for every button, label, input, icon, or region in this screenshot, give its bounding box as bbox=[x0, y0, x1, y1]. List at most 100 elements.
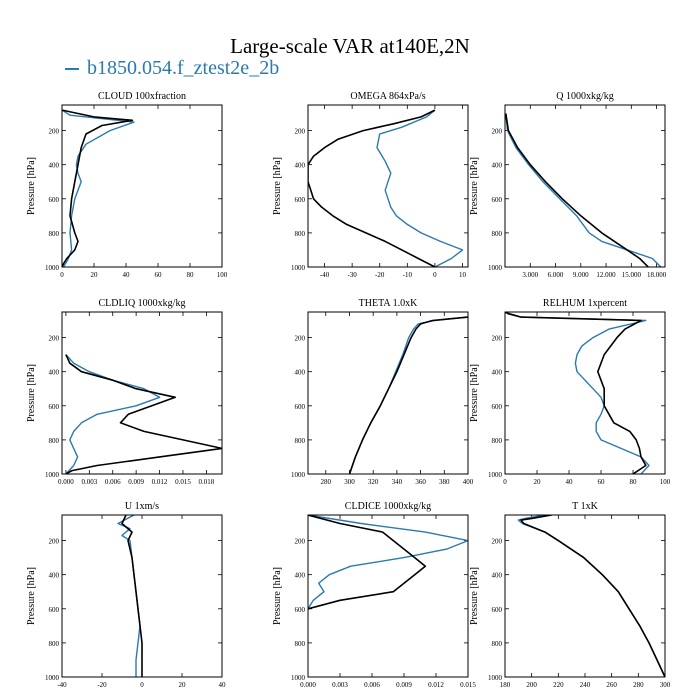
y-tick-label: 200 bbox=[295, 128, 306, 136]
x-tick-label: 0.009 bbox=[128, 478, 144, 486]
y-axis-label: Pressure [hPa] bbox=[469, 157, 480, 215]
y-tick-label: 400 bbox=[492, 572, 503, 580]
y-tick-label: 200 bbox=[49, 335, 60, 343]
panel-2: OMEGA 864xPa/s Pressure [hPa] -40 -30 -20 -10… bbox=[272, 91, 469, 279]
y-tick-label: 400 bbox=[492, 162, 503, 170]
x-tick-label: 260 bbox=[606, 681, 617, 689]
series-line-reference bbox=[520, 515, 665, 677]
panel-title: CLDLIQ 1000xkg/kg bbox=[99, 298, 186, 309]
x-tick-label: 380 bbox=[439, 478, 450, 486]
x-tick-label: 320 bbox=[368, 478, 379, 486]
series-line-reference bbox=[308, 109, 436, 267]
x-tick-label: 180 bbox=[500, 681, 511, 689]
legend-label: b1850.054.f_ztest2e_2b bbox=[87, 57, 280, 79]
x-tick-label: 40 bbox=[123, 271, 131, 279]
series-line-reference bbox=[505, 113, 649, 267]
y-tick-label: 800 bbox=[492, 437, 503, 445]
y-tick-label: 600 bbox=[49, 606, 60, 614]
y-tick-label: 1000 bbox=[45, 674, 60, 682]
x-tick-label: 340 bbox=[392, 478, 403, 486]
y-tick-label: 600 bbox=[295, 606, 306, 614]
y-tick-label: 400 bbox=[49, 162, 60, 170]
y-tick-label: 400 bbox=[49, 369, 60, 377]
panel-title: U 1xm/s bbox=[125, 501, 159, 512]
x-tick-label: 0.015 bbox=[175, 478, 191, 486]
panel-9: T 1xK Pressure [hPa] 180 200 220 240 260 280 300… bbox=[469, 501, 671, 689]
y-axis-label: Pressure [hPa] bbox=[272, 157, 283, 215]
y-tick-label: 1000 bbox=[291, 264, 306, 272]
x-tick-label: 20 bbox=[534, 478, 542, 486]
panel-title: Q 1000xkg/kg bbox=[556, 91, 614, 102]
y-tick-label: 600 bbox=[295, 196, 306, 204]
legend: b1850.054.f_ztest2e_2b bbox=[65, 57, 279, 80]
x-tick-label: 9.000 bbox=[573, 271, 589, 279]
x-tick-label: 6.000 bbox=[548, 271, 564, 279]
plot-frame bbox=[61, 311, 223, 475]
x-tick-label: 0 bbox=[433, 271, 437, 279]
x-tick-label: 20 bbox=[91, 271, 99, 279]
series-line-model bbox=[308, 515, 468, 610]
x-tick-label: 60 bbox=[155, 271, 163, 279]
y-tick-label: 1000 bbox=[488, 471, 503, 479]
x-tick-label: 280 bbox=[633, 681, 644, 689]
y-axis-label: Pressure [hPa] bbox=[26, 567, 37, 625]
x-tick-label: 0.006 bbox=[105, 478, 121, 486]
y-tick-label: 200 bbox=[492, 128, 503, 136]
plot-frame bbox=[61, 104, 223, 268]
panel-4: CLDLIQ 1000xkg/kg Pressure [hPa] 0.000 0.00… bbox=[26, 298, 223, 486]
x-tick-label: 80 bbox=[630, 478, 638, 486]
x-tick-label: 0.006 bbox=[364, 681, 380, 689]
x-tick-label: -10 bbox=[403, 271, 413, 279]
x-tick-label: 0.003 bbox=[81, 478, 97, 486]
y-tick-label: 1000 bbox=[291, 674, 306, 682]
x-tick-label: 0.018 bbox=[199, 478, 215, 486]
y-tick-label: 400 bbox=[295, 369, 306, 377]
x-tick-label: 40 bbox=[219, 681, 227, 689]
series-line-model bbox=[505, 312, 650, 474]
x-tick-label: 0 bbox=[60, 271, 64, 279]
panel-title: CLDICE 1000xkg/kg bbox=[345, 501, 431, 512]
y-tick-label: 200 bbox=[295, 538, 306, 546]
plot-frame bbox=[61, 514, 223, 678]
series-line-reference bbox=[348, 316, 468, 474]
series-line-reference bbox=[505, 312, 647, 474]
y-tick-label: 800 bbox=[295, 230, 306, 238]
y-tick-label: 400 bbox=[49, 572, 60, 580]
legend-line-swatch bbox=[65, 68, 79, 71]
x-tick-label: 220 bbox=[553, 681, 564, 689]
x-tick-label: 18.000 bbox=[647, 271, 667, 279]
y-tick-label: 600 bbox=[492, 606, 503, 614]
y-tick-label: 600 bbox=[492, 196, 503, 204]
y-tick-label: 600 bbox=[295, 403, 306, 411]
panel-3: Q 1000xkg/kg Pressure [hPa] 3.000 6.000 9.00… bbox=[469, 91, 667, 279]
x-tick-label: 80 bbox=[187, 271, 195, 279]
y-tick-label: 400 bbox=[492, 369, 503, 377]
panel-title: T 1xK bbox=[572, 501, 598, 512]
panel-title: OMEGA 864xPa/s bbox=[350, 91, 425, 102]
x-tick-label: -20 bbox=[97, 681, 107, 689]
panel-8: CLDICE 1000xkg/kg Pressure [hPa] 0.000 0.00… bbox=[272, 501, 476, 689]
x-tick-label: 360 bbox=[415, 478, 426, 486]
panel-6: RELHUM 1xpercent Pressure [hPa] 0 20 40 60 80 1… bbox=[469, 298, 671, 486]
x-tick-label: 3.000 bbox=[522, 271, 538, 279]
x-tick-label: 40 bbox=[566, 478, 574, 486]
x-tick-label: -40 bbox=[57, 681, 67, 689]
plot-frame bbox=[504, 514, 666, 678]
series-line-model bbox=[62, 109, 135, 267]
x-tick-label: 100 bbox=[217, 271, 228, 279]
y-tick-label: 200 bbox=[49, 538, 60, 546]
x-tick-label: 10 bbox=[459, 271, 467, 279]
series-line-reference bbox=[62, 109, 134, 267]
x-tick-label: 15.000 bbox=[622, 271, 642, 279]
y-tick-label: 200 bbox=[492, 335, 503, 343]
x-tick-label: -40 bbox=[320, 271, 330, 279]
series-line-model bbox=[65, 354, 161, 474]
y-axis-label: Pressure [hPa] bbox=[26, 157, 37, 215]
x-tick-label: 0 bbox=[503, 478, 507, 486]
plot-frame bbox=[307, 104, 469, 268]
x-tick-label: 100 bbox=[660, 478, 671, 486]
x-tick-label: 200 bbox=[526, 681, 537, 689]
x-tick-label: 400 bbox=[463, 478, 474, 486]
y-tick-label: 400 bbox=[295, 572, 306, 580]
y-tick-label: 200 bbox=[49, 128, 60, 136]
